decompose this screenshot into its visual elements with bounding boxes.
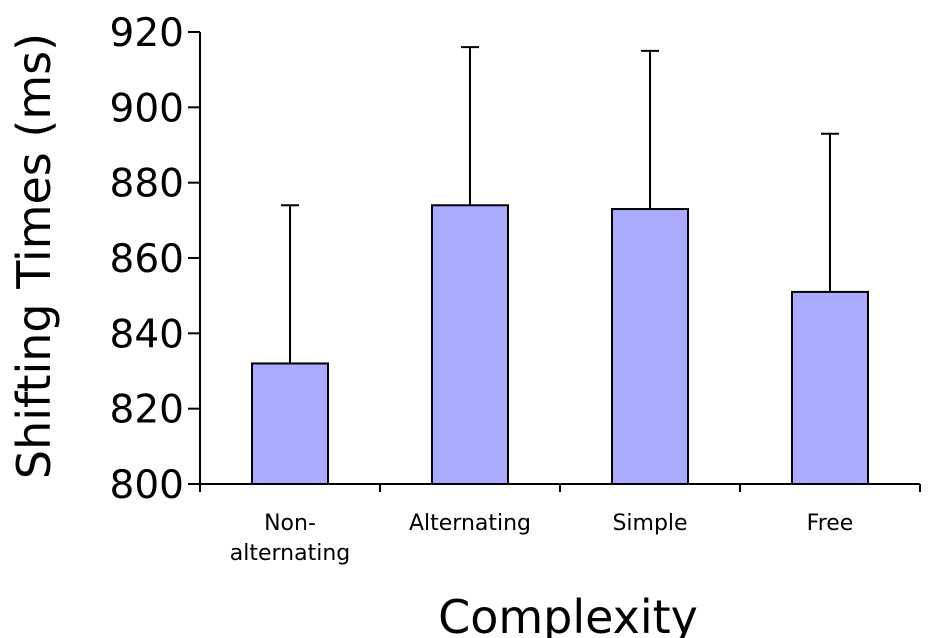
x-axis: Non-alternating Alternating Simple Free [200,484,920,566]
y-axis: 800 820 840 860 880 900 920 [110,11,200,508]
bars [252,47,868,484]
x-category-label: Alternating [409,511,531,536]
x-category-label: Non-alternating [230,511,350,566]
bar [252,363,328,484]
x-category-label: Free [807,511,854,536]
y-axis-title: Shifting Times (ms) [7,33,61,479]
bar [432,205,508,484]
y-tick-label: 820 [110,388,184,433]
y-tick-label: 900 [110,86,184,131]
x-category-label-line: Free [807,511,854,536]
x-category-label: Simple [612,511,687,536]
y-tick-label: 880 [110,162,184,207]
x-category-label-line: Alternating [409,511,531,536]
bar [792,292,868,484]
y-tick-label: 860 [110,237,184,282]
y-tick-label: 920 [110,11,184,56]
x-axis-title: Complexity [438,590,698,638]
x-category-label-line: Simple [612,511,687,536]
x-category-label-line: alternating [230,541,350,566]
y-tick-label: 840 [110,312,184,357]
y-tick-label: 800 [110,463,184,508]
bar [612,209,688,484]
x-category-label-line: Non- [264,511,316,536]
